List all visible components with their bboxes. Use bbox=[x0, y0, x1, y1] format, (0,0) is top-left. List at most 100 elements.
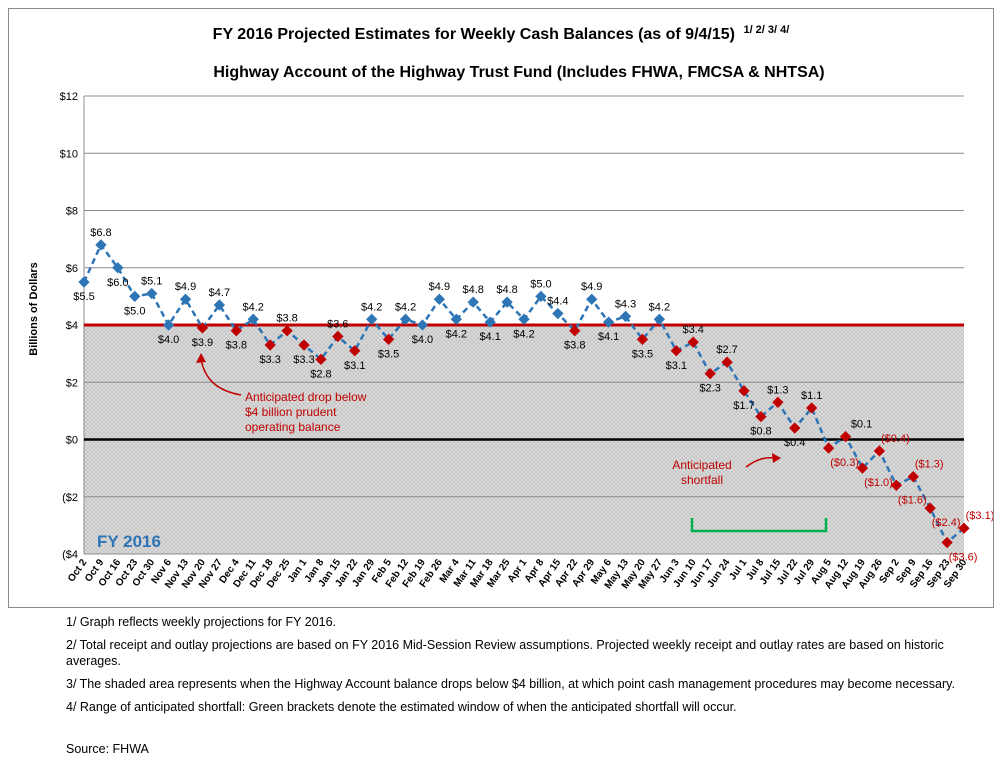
data-point bbox=[315, 353, 327, 366]
data-label: $5.0 bbox=[530, 278, 551, 290]
data-label: $4.9 bbox=[429, 281, 450, 293]
data-label: $3.4 bbox=[683, 324, 704, 336]
data-label: $4.7 bbox=[209, 287, 230, 299]
data-label: $3.8 bbox=[276, 313, 297, 325]
data-point bbox=[433, 293, 446, 305]
data-label: $2.8 bbox=[310, 368, 331, 380]
data-point bbox=[95, 239, 107, 251]
y-tick-label: $2 bbox=[66, 377, 78, 389]
data-label: ($2.4) bbox=[932, 517, 961, 529]
drop-arrowhead bbox=[196, 353, 206, 363]
data-label: $4.2 bbox=[395, 301, 416, 313]
drop-arrow bbox=[200, 358, 242, 396]
footnote-4: 4/ Range of anticipated shortfall: Green… bbox=[66, 700, 737, 714]
data-label: $2.7 bbox=[716, 344, 737, 356]
data-point bbox=[856, 462, 869, 474]
data-label: ($3.1) bbox=[966, 510, 993, 522]
data-point bbox=[789, 422, 801, 434]
y-tick-label: $12 bbox=[60, 91, 78, 103]
data-label: $4.9 bbox=[175, 281, 196, 293]
data-label: $3.8 bbox=[564, 340, 585, 352]
cash-balance-chart: FY 2016 Projected Estimates for Weekly C… bbox=[28, 24, 993, 591]
data-point bbox=[162, 319, 175, 331]
data-point bbox=[755, 410, 767, 423]
data-label: $5.1 bbox=[141, 276, 162, 288]
chart-subtitle: Highway Account of the Highway Trust Fun… bbox=[213, 64, 824, 81]
y-tick-label: ($4 bbox=[62, 549, 78, 561]
data-point bbox=[518, 313, 530, 325]
y-tick-label: $8 bbox=[66, 206, 78, 218]
data-point bbox=[247, 313, 259, 325]
data-label: $4.3 bbox=[615, 298, 636, 310]
chart-title: FY 2016 Projected Estimates for Weekly C… bbox=[213, 24, 790, 43]
data-label: $4.4 bbox=[547, 296, 568, 308]
data-label: ($1.3) bbox=[915, 459, 944, 471]
data-point bbox=[958, 522, 970, 534]
data-point bbox=[129, 290, 141, 303]
data-label: $0.8 bbox=[750, 426, 771, 438]
footnote-2: 2/ Total receipt and outlay projections … bbox=[66, 638, 944, 668]
data-point bbox=[907, 471, 919, 483]
data-label: $4.2 bbox=[361, 301, 382, 313]
y-tick-label: $10 bbox=[60, 148, 78, 160]
data-point bbox=[890, 479, 902, 491]
data-label: $4.0 bbox=[412, 334, 433, 346]
y-axis-label: Billions of Dollars bbox=[28, 262, 40, 356]
data-point bbox=[264, 339, 276, 351]
data-label: $4.8 bbox=[496, 284, 517, 296]
data-label: ($1.6) bbox=[898, 494, 927, 506]
data-point bbox=[873, 445, 886, 457]
y-tick-label: $4 bbox=[66, 320, 78, 332]
data-point bbox=[230, 325, 242, 337]
data-point bbox=[822, 442, 835, 454]
data-point bbox=[349, 345, 361, 357]
data-point bbox=[941, 536, 953, 549]
shortfall-note-line-1: Anticipated bbox=[672, 458, 731, 472]
data-point bbox=[806, 402, 818, 414]
data-label: $4.2 bbox=[649, 301, 670, 313]
data-label: $3.1 bbox=[344, 360, 365, 372]
data-point bbox=[687, 336, 699, 348]
data-label: $3.1 bbox=[666, 360, 687, 372]
data-label: $0.1 bbox=[851, 419, 872, 431]
data-label: $1.3 bbox=[767, 384, 788, 396]
footnote-1: 1/ Graph reflects weekly projections for… bbox=[66, 615, 337, 629]
data-point bbox=[196, 322, 209, 334]
data-point bbox=[704, 368, 716, 380]
data-point bbox=[332, 330, 344, 343]
drop-note-line-3: operating balance bbox=[245, 420, 341, 434]
data-point bbox=[213, 299, 226, 311]
shortfall-note-line-2: shortfall bbox=[681, 473, 723, 487]
data-label: $5.0 bbox=[124, 305, 145, 317]
data-label: $6.8 bbox=[90, 227, 111, 239]
data-label: $3.9 bbox=[192, 337, 213, 349]
data-point bbox=[501, 296, 513, 308]
data-label: $0.4 bbox=[784, 437, 805, 449]
footnote-3: 3/ The shaded area represents when the H… bbox=[66, 677, 955, 691]
data-label: $3.8 bbox=[226, 340, 247, 352]
data-label: $4.1 bbox=[479, 331, 500, 343]
data-label: $4.0 bbox=[158, 334, 179, 346]
anticipated-drop-annotation: Anticipated drop below $4 billion pruden… bbox=[196, 353, 367, 434]
data-label: $3.3 bbox=[259, 354, 280, 366]
data-point bbox=[738, 385, 750, 397]
drop-note-line-1: Anticipated drop below bbox=[245, 390, 367, 404]
title-footnote-refs: 1/ 2/ 3/ 4/ bbox=[743, 24, 789, 36]
data-point bbox=[772, 396, 784, 408]
data-label: $4.2 bbox=[243, 301, 264, 313]
data-point bbox=[382, 333, 395, 345]
data-point bbox=[78, 276, 90, 288]
data-point bbox=[298, 339, 310, 351]
data-point bbox=[399, 313, 412, 325]
data-label: $1.1 bbox=[801, 390, 822, 402]
data-label: $4.2 bbox=[446, 328, 467, 340]
data-label: ($3.6) bbox=[949, 552, 978, 564]
data-label: $6.0 bbox=[107, 277, 128, 289]
source-line: Source: FHWA bbox=[66, 742, 149, 756]
shortfall-window-bracket bbox=[690, 518, 828, 533]
data-point bbox=[602, 316, 615, 328]
drop-note-line-2: $4 billion prudent bbox=[245, 405, 337, 419]
fy-label: FY 2016 bbox=[97, 532, 161, 551]
data-point bbox=[569, 325, 581, 337]
data-point bbox=[721, 356, 733, 368]
